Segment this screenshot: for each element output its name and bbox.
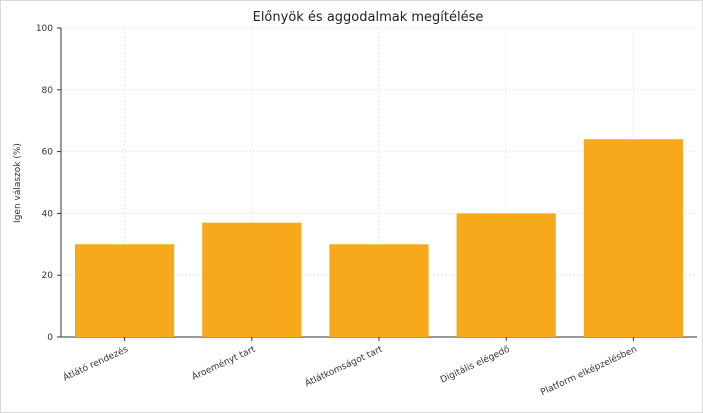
y-tick-label: 80 (42, 86, 54, 96)
bar (74, 244, 175, 337)
y-tick-label: 60 (42, 148, 54, 158)
y-tick-label: 40 (42, 209, 54, 219)
chart-title: Előnyök és aggodalmak megítélése (253, 10, 484, 25)
bar (583, 139, 684, 337)
bar (202, 222, 302, 337)
y-tick-label: 0 (47, 333, 53, 343)
y-tick-label: 20 (42, 271, 54, 281)
x-tick-label: Ároeményt tart (190, 343, 258, 383)
bars (74, 139, 684, 337)
bar (329, 244, 429, 337)
y-tick-label: 100 (36, 24, 53, 34)
x-tick-label: Platform elképzelésben (539, 344, 639, 398)
x-tick-label: Átlátó rendezés (61, 343, 130, 384)
x-tick-label: Digitális elégedő (439, 344, 512, 386)
x-tick-label: Átlátkomságot tart (303, 343, 385, 390)
y-axis-label: Igen válaszok (%) (13, 143, 23, 223)
y-ticks: 0 20 40 60 80 100 (36, 24, 61, 343)
bar (456, 213, 556, 337)
x-ticks: Átlátó rendezés Ároeményt tart Átlátkomság… (61, 337, 639, 398)
